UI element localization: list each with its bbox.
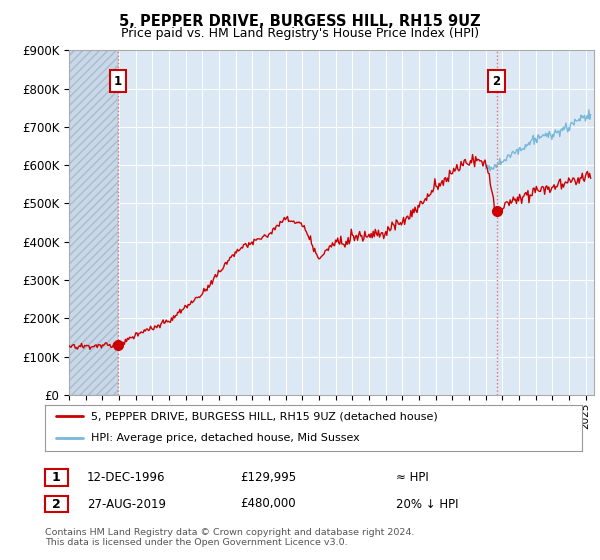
Text: ≈ HPI: ≈ HPI (396, 470, 429, 484)
Text: 2: 2 (493, 74, 500, 87)
Text: 20% ↓ HPI: 20% ↓ HPI (396, 497, 458, 511)
Text: 12-DEC-1996: 12-DEC-1996 (87, 470, 166, 484)
Text: 5, PEPPER DRIVE, BURGESS HILL, RH15 9UZ: 5, PEPPER DRIVE, BURGESS HILL, RH15 9UZ (119, 14, 481, 29)
Text: £129,995: £129,995 (240, 470, 296, 484)
Text: £480,000: £480,000 (240, 497, 296, 511)
Bar (69, 50, 118, 395)
Text: 1: 1 (114, 74, 122, 87)
Text: HPI: Average price, detached house, Mid Sussex: HPI: Average price, detached house, Mid … (91, 433, 359, 443)
Text: 5, PEPPER DRIVE, BURGESS HILL, RH15 9UZ (detached house): 5, PEPPER DRIVE, BURGESS HILL, RH15 9UZ … (91, 412, 437, 421)
Text: 2: 2 (52, 497, 61, 511)
Text: 27-AUG-2019: 27-AUG-2019 (87, 497, 166, 511)
Text: Contains HM Land Registry data © Crown copyright and database right 2024.
This d: Contains HM Land Registry data © Crown c… (45, 528, 415, 547)
Text: 1: 1 (52, 470, 61, 484)
Text: Price paid vs. HM Land Registry's House Price Index (HPI): Price paid vs. HM Land Registry's House … (121, 27, 479, 40)
